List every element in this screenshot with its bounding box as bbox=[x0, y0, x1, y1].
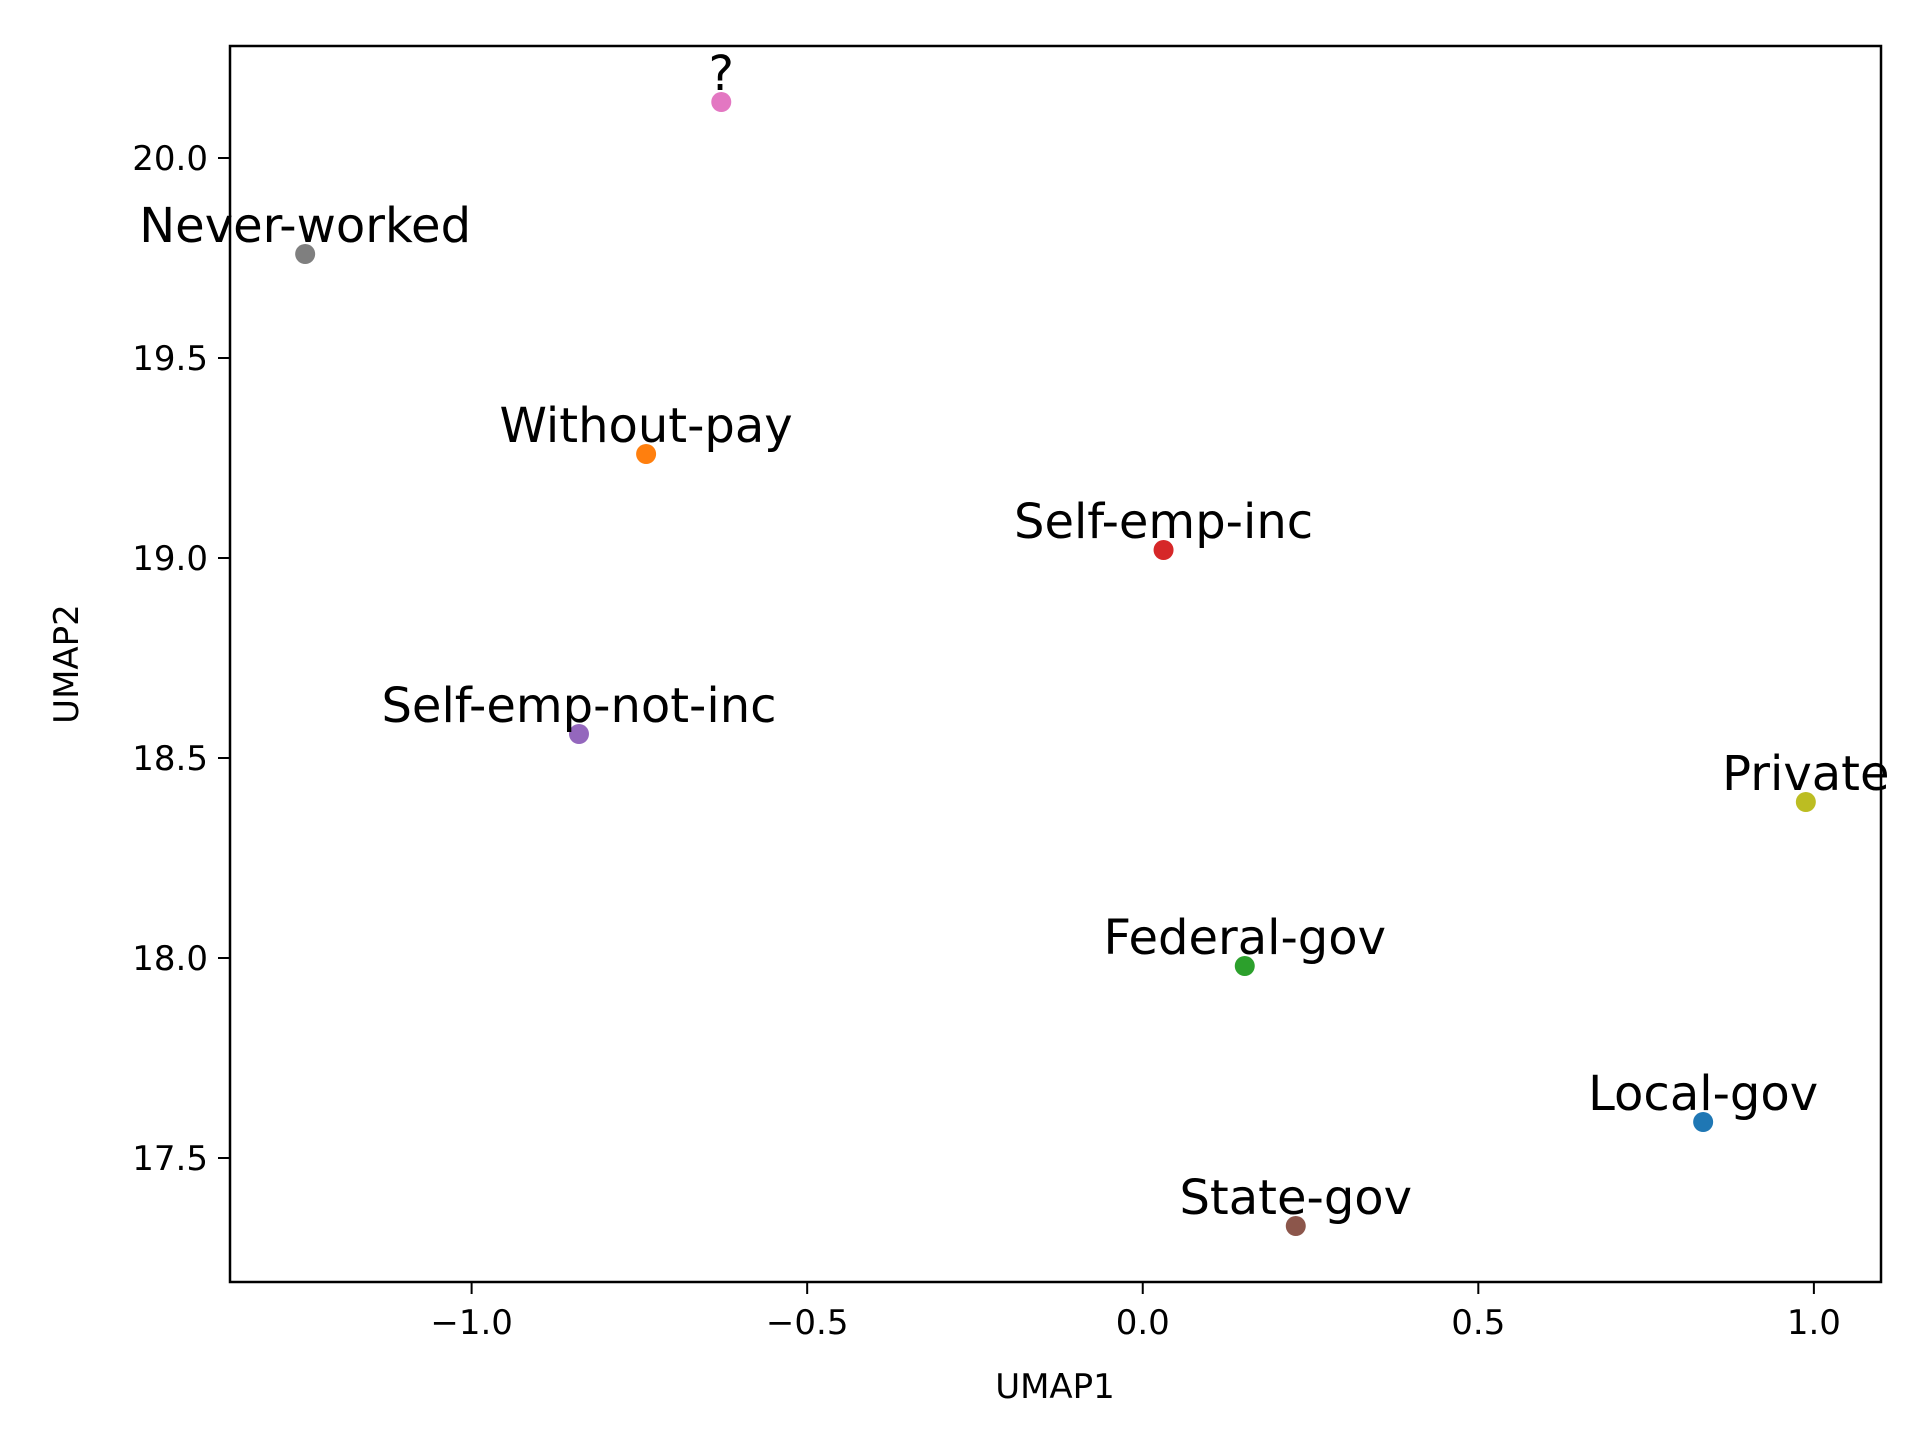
x-axis-ticks: −1.0 −0.5 0.0 0.5 1.0 bbox=[430, 1282, 1841, 1343]
x-tick-label: −0.5 bbox=[766, 1303, 849, 1343]
y-tick-label: 19.0 bbox=[132, 539, 208, 579]
x-tick-label: 0.0 bbox=[1116, 1303, 1170, 1343]
point-label: Federal-gov bbox=[1103, 910, 1386, 966]
point-label: Self-emp-not-inc bbox=[381, 678, 776, 734]
point-label: ? bbox=[709, 46, 734, 102]
x-tick-label: −1.0 bbox=[430, 1303, 513, 1343]
y-axis-label: UMAP2 bbox=[47, 604, 87, 724]
y-tick-label: 20.0 bbox=[132, 139, 208, 179]
y-tick-label: 18.0 bbox=[132, 939, 208, 979]
x-tick-label: 0.5 bbox=[1451, 1303, 1505, 1343]
scatter-point bbox=[568, 724, 589, 744]
point-label: Self-emp-inc bbox=[1014, 494, 1313, 550]
y-axis-ticks: 17.5 18.0 18.5 19.0 19.5 20.0 bbox=[132, 139, 230, 1179]
scatter-point bbox=[1153, 540, 1174, 560]
x-axis-label: UMAP1 bbox=[995, 1367, 1115, 1407]
scatter-point bbox=[1693, 1112, 1714, 1132]
point-label: Local-gov bbox=[1588, 1066, 1818, 1122]
points-layer bbox=[295, 92, 1816, 1236]
plot-frame bbox=[228, 44, 1883, 1284]
point-label: Never-worked bbox=[139, 198, 471, 254]
scatter-point bbox=[1795, 792, 1816, 812]
point-label: State-gov bbox=[1179, 1170, 1412, 1226]
x-tick-label: 1.0 bbox=[1787, 1303, 1841, 1343]
scatter-point bbox=[295, 244, 316, 264]
scatter-point bbox=[711, 92, 732, 112]
y-tick-label: 17.5 bbox=[132, 1139, 208, 1179]
point-label: Without-pay bbox=[500, 398, 793, 454]
scatter-point bbox=[1234, 956, 1255, 976]
point-labels-layer: Local-gov Without-pay Federal-gov Self-emp-… bbox=[139, 46, 1889, 1226]
scatter-point bbox=[636, 444, 657, 464]
y-tick-label: 18.5 bbox=[132, 739, 208, 779]
point-label: Private bbox=[1722, 746, 1889, 802]
scatter-point bbox=[1285, 1216, 1306, 1236]
y-tick-label: 19.5 bbox=[132, 339, 208, 379]
